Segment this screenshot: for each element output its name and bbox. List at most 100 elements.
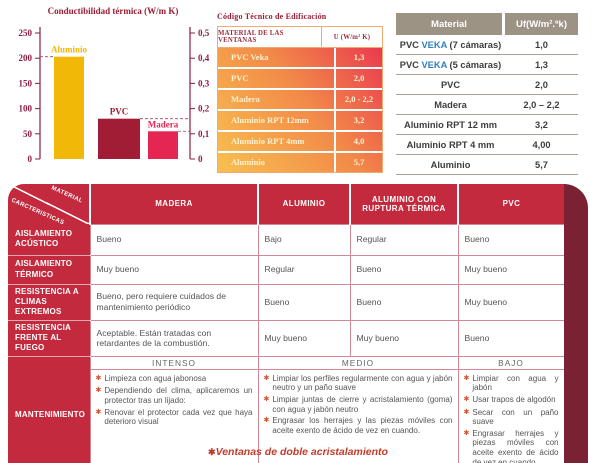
material-cell: Madera bbox=[231, 94, 260, 104]
uf-table-header: Material Uf(W/m².ºk) bbox=[396, 13, 578, 35]
star-bullet-icon: ✱ bbox=[95, 374, 102, 382]
corner-caracteristicas-label: CARCTERISTICAS bbox=[10, 197, 65, 227]
double-glazing-footnote: ✱Ventanas de doble acristalamiento bbox=[208, 446, 388, 458]
material-cell: PVC bbox=[231, 73, 249, 83]
svg-text:Aluminio: Aluminio bbox=[51, 45, 88, 55]
cte-table-block: Código Técnico de Edificación MATERIAL D… bbox=[217, 12, 383, 173]
u-value-cell: 5,7 bbox=[535, 159, 548, 170]
u-value-cell: 4,00 bbox=[532, 139, 551, 150]
cte-table: MATERIAL DE LAS VENTANAS U (W/m² K) PVC … bbox=[217, 26, 383, 173]
veka-brand: VEKA bbox=[421, 59, 447, 70]
u-value-cell: 1,3 bbox=[535, 59, 548, 70]
u-value-cell: 2,0 bbox=[334, 69, 382, 88]
svg-text:0: 0 bbox=[28, 154, 33, 164]
comparison-table: MATERIAL CARCTERISTICAS MADERA ALUMINIO … bbox=[8, 184, 564, 463]
material-cell: Aluminio RPT 4mm bbox=[231, 136, 305, 146]
column-header-aluminio-rpt: ALUMINIO CON RUPTURA TÉRMICA bbox=[349, 184, 458, 224]
row-label: AISLAMIENTO TÉRMICO bbox=[8, 255, 90, 285]
value-cell: Muy bueno bbox=[257, 319, 351, 357]
level-medio: MEDIO bbox=[257, 355, 459, 370]
svg-text:0: 0 bbox=[198, 154, 203, 164]
maintenance-item: ✱ Limpiar juntas de cierre y acristalamie… bbox=[263, 395, 453, 414]
svg-text:0,5: 0,5 bbox=[198, 28, 210, 38]
table-row: PVC VEKA (5 cámaras) 1,3 bbox=[396, 55, 578, 75]
chart-title: Conductibilidad térmica (W/m K) bbox=[47, 6, 179, 16]
maintenance-aluminio-cell: ✱ Limpiar los perfiles regularmente con a… bbox=[257, 368, 459, 463]
comparison-table-wrap: MATERIAL CARCTERISTICAS MADERA ALUMINIO … bbox=[8, 184, 588, 463]
maintenance-item: ✱ Dependiendo del clima, aplicaremos un p… bbox=[95, 386, 253, 405]
value-cell: Bueno bbox=[89, 223, 259, 256]
value-cell: Bueno, pero requiere cuidados de manteni… bbox=[89, 283, 259, 321]
level-bajo: BAJO bbox=[457, 355, 564, 370]
table-row: Aluminio RPT 4mm 4,0 bbox=[218, 130, 382, 151]
row-label: RESISTENCIA A CLIMAS EXTREMOS bbox=[8, 284, 90, 321]
uf-table-block: Material Uf(W/m².ºk) PVC VEKA (7 cámaras… bbox=[396, 13, 578, 175]
material-cell: Aluminio bbox=[430, 159, 471, 170]
svg-text:PVC: PVC bbox=[110, 107, 129, 117]
material-cell: Aluminio RPT 12mm bbox=[231, 115, 309, 125]
table-row: Aluminio RPT 4 mm 4,00 bbox=[396, 135, 578, 155]
u-value-cell: 2,0 bbox=[535, 79, 548, 90]
cte-table-body: PVC Veka 1,3 PVC 2,0 Madera 2,0 - 2,2 Al… bbox=[218, 48, 382, 172]
u-value-cell: 5,7 bbox=[334, 153, 382, 172]
table-row: RESISTENCIA A CLIMAS EXTREMOS Bueno, per… bbox=[8, 283, 564, 321]
column-header-aluminio: ALUMINIO bbox=[257, 184, 350, 224]
maintenance-item: ✱ Limpieza con agua jabonosa bbox=[95, 373, 207, 383]
value-cell: Aceptable. Están tratadas con retardante… bbox=[89, 319, 259, 357]
table-row: Aluminio RPT 12mm 3,2 bbox=[218, 109, 382, 130]
svg-text:0,4: 0,4 bbox=[198, 53, 210, 63]
value-cell: Bueno bbox=[349, 283, 459, 321]
material-cell: PVC VEKA (7 cámaras) bbox=[399, 39, 502, 50]
maintenance-item: ✱ Engrasar herrajes y piezas móviles con … bbox=[464, 429, 559, 463]
header-row: MATERIAL CARCTERISTICAS MADERA ALUMINIO … bbox=[8, 184, 564, 227]
u-value-cell: 1,3 bbox=[334, 48, 382, 67]
maintenance-item: ✱ Limpiar con agua y jabón bbox=[463, 373, 559, 393]
table-row: PVC VEKA (7 cámaras) 1,0 bbox=[396, 35, 578, 55]
uf-header-u: Uf(W/m².ºk) bbox=[505, 13, 578, 35]
value-cell: Bueno bbox=[457, 223, 564, 256]
svg-text:50: 50 bbox=[23, 129, 33, 139]
maintenance-item: ✱ Limpiar los perfiles regularmente con a… bbox=[263, 373, 453, 393]
star-bullet-icon: ✱ bbox=[95, 387, 102, 395]
value-cell: Bueno bbox=[349, 254, 459, 285]
value-cell: Bueno bbox=[257, 283, 351, 321]
u-value-cell: 2,0 – 2,2 bbox=[523, 99, 560, 110]
material-cell: PVC VEKA (5 cámaras) bbox=[399, 59, 502, 70]
svg-text:0,3: 0,3 bbox=[198, 78, 210, 88]
star-bullet-icon: ✱ bbox=[263, 396, 270, 404]
svg-text:200: 200 bbox=[19, 53, 33, 63]
table-row: PVC 2,0 bbox=[396, 75, 578, 95]
table-row: RESISTENCIA FRENTE AL FUEGO Aceptable. E… bbox=[8, 319, 564, 357]
table-row: AISLAMIENTO ACÚSTICO Bueno Bajo Regular … bbox=[8, 223, 564, 256]
column-header-pvc: PVC bbox=[457, 184, 564, 224]
table-row: Madera 2,0 - 2,2 bbox=[218, 88, 382, 109]
value-cell: Regular bbox=[349, 223, 459, 256]
corner-cell: MATERIAL CARCTERISTICAS bbox=[8, 184, 90, 227]
u-value-cell: 3,2 bbox=[334, 111, 382, 130]
maintenance-pvc-cell: ✱ Limpiar con agua y jabón ✱ Usar trapos d… bbox=[457, 368, 564, 463]
u-value-cell: 1,0 bbox=[535, 39, 548, 50]
star-bullet-icon: ✱ bbox=[95, 408, 102, 416]
maintenance-item: ✱ Engrasar los herrajes y las piezas móvi… bbox=[263, 416, 453, 435]
star-bullet-icon: ✱ bbox=[263, 417, 270, 425]
table-row: PVC Veka 1,3 bbox=[218, 48, 382, 67]
material-cell: PVC bbox=[440, 79, 461, 90]
material-cell: Aluminio RPT 12 mm bbox=[404, 119, 497, 130]
star-icon: ✱ bbox=[208, 447, 216, 457]
u-value-cell: 4,0 bbox=[334, 132, 382, 151]
material-cell: Madera bbox=[434, 99, 467, 110]
material-cell: Aluminio RPT 4 mm bbox=[406, 139, 495, 150]
svg-text:100: 100 bbox=[19, 104, 33, 114]
star-bullet-icon: ✱ bbox=[463, 396, 470, 404]
cte-table-header: MATERIAL DE LAS VENTANAS U (W/m² K) bbox=[218, 27, 382, 48]
value-cell: Bajo bbox=[257, 223, 351, 256]
material-cell: PVC Veka bbox=[231, 52, 269, 62]
table-row: Aluminio RPT 12 mm 3,2 bbox=[396, 115, 578, 135]
material-cell: Aluminio bbox=[231, 157, 266, 167]
svg-text:0,2: 0,2 bbox=[198, 104, 210, 114]
star-bullet-icon: ✱ bbox=[463, 374, 470, 382]
star-bullet-icon: ✱ bbox=[263, 374, 270, 382]
corner-material-label: MATERIAL bbox=[50, 185, 84, 205]
value-cell: Muy bueno bbox=[89, 254, 259, 285]
